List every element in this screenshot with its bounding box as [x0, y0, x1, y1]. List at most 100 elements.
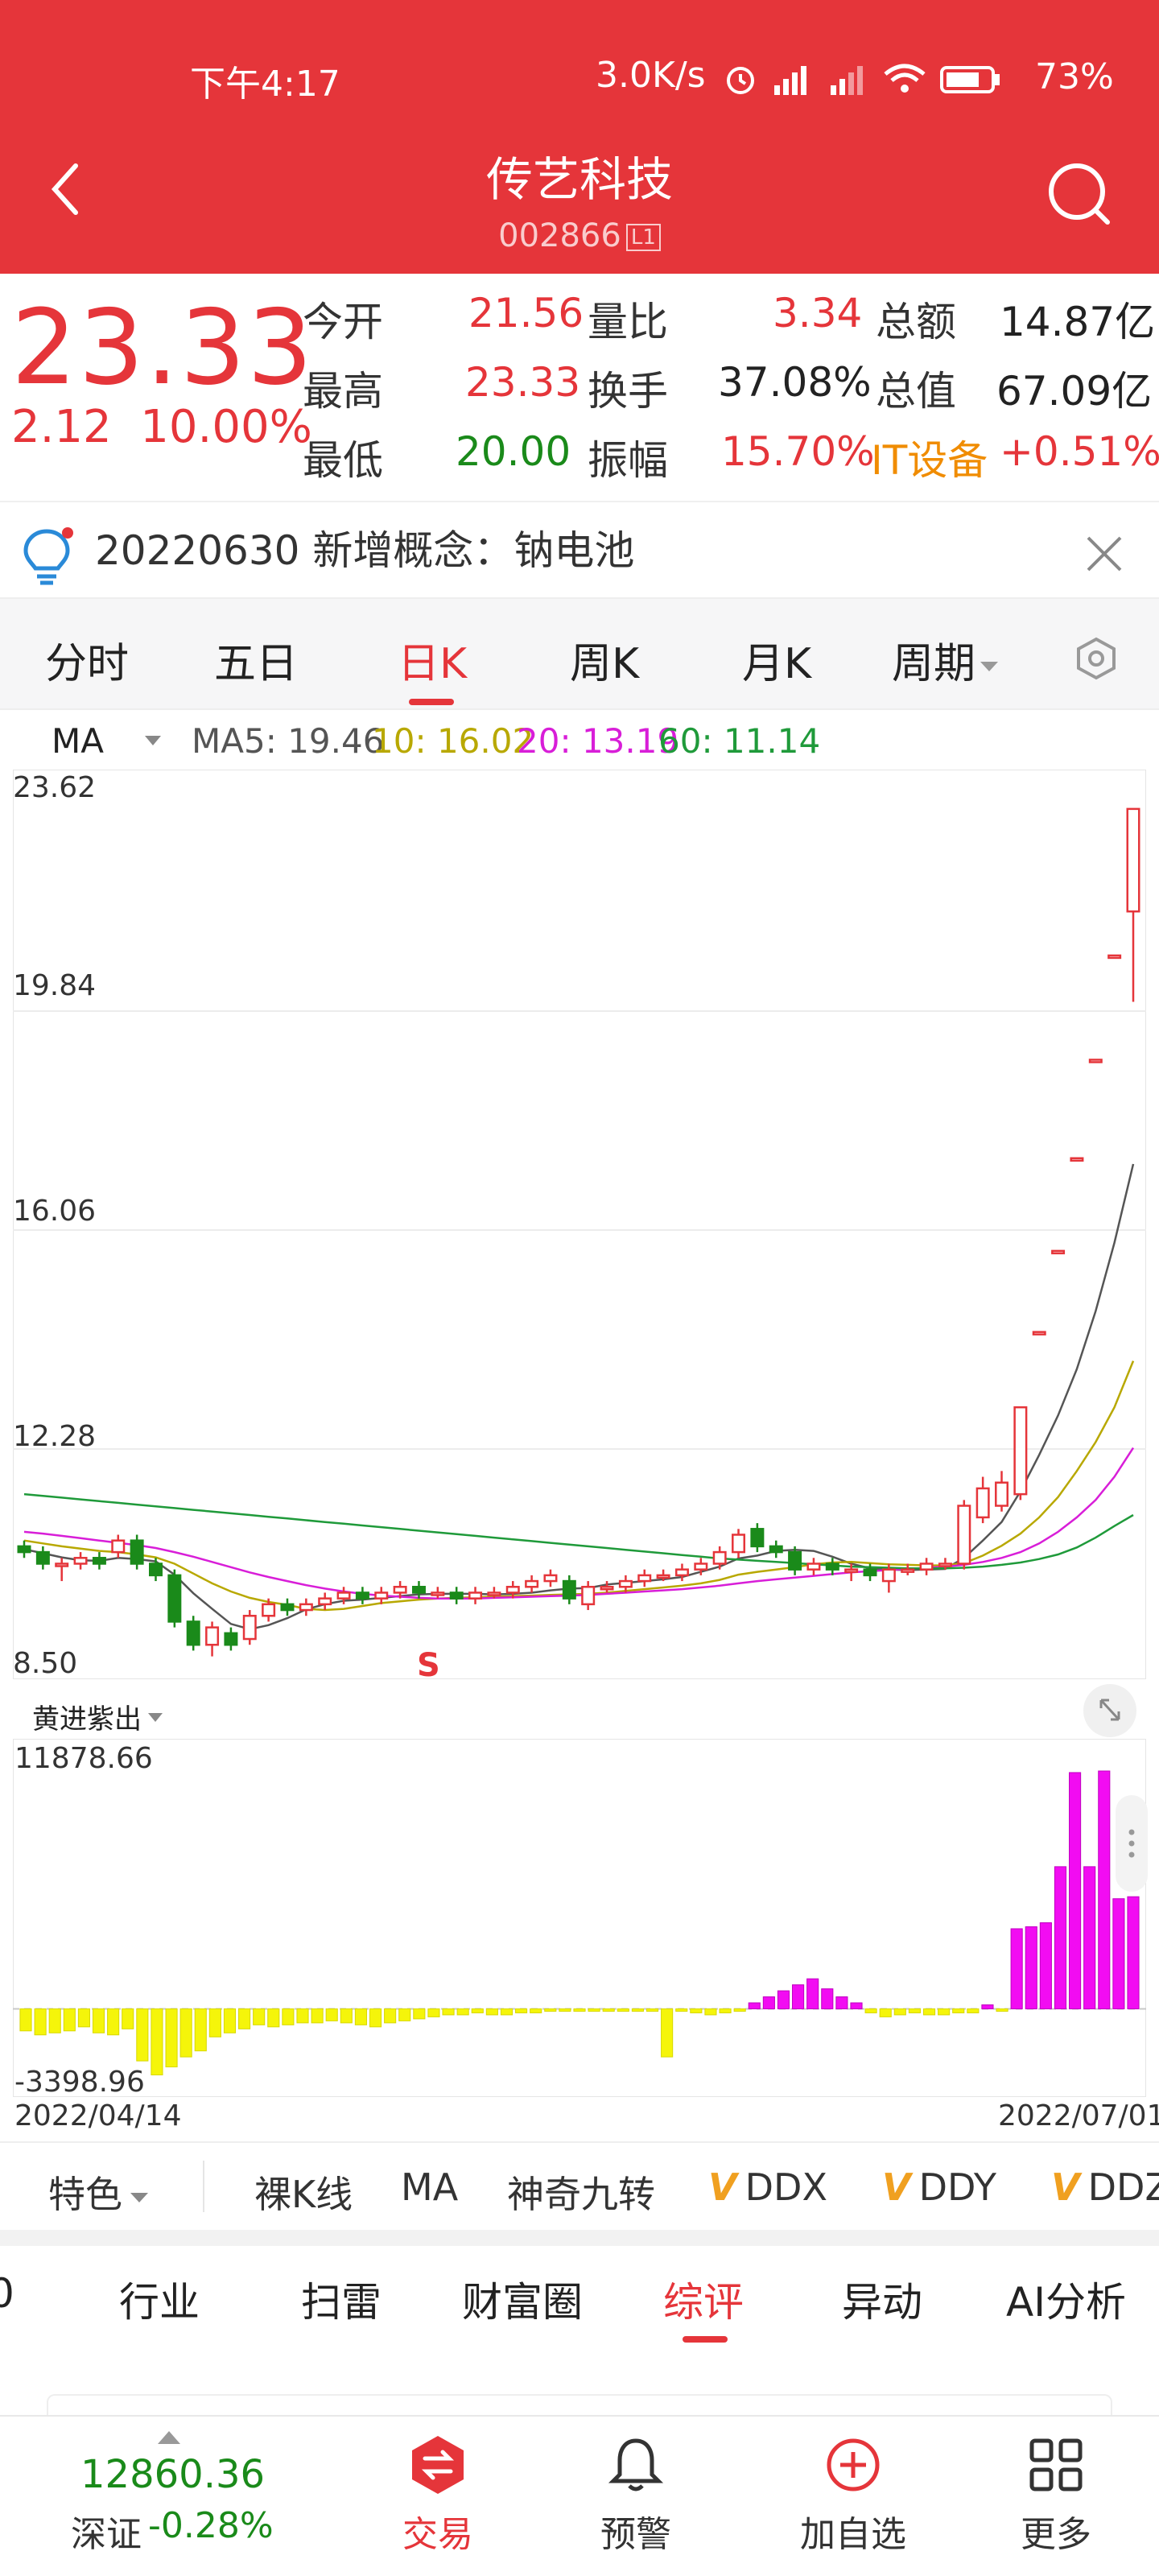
wifi-icon	[884, 64, 926, 93]
indicator-bar	[719, 2008, 732, 2013]
info-tab-movement[interactable]: 异动	[842, 2279, 922, 2326]
search-icon[interactable]	[1043, 158, 1116, 230]
candle-body	[863, 1568, 877, 1577]
info-tab-risk-scan[interactable]: 扫雷	[301, 2279, 382, 2326]
indicator-bar	[515, 2008, 528, 2013]
indicator-bar	[617, 2008, 629, 2012]
candle-body	[1013, 1406, 1028, 1496]
feature-ddy-label: DDY	[918, 2165, 997, 2209]
indicator-bar	[165, 2008, 178, 2068]
candle-body	[73, 1557, 88, 1565]
candle-body	[224, 1632, 238, 1646]
indicator-bar	[792, 1984, 805, 2009]
nav-more-label: 更多	[1021, 2514, 1091, 2555]
tab-monthly-k[interactable]: 月K	[742, 640, 812, 688]
bottom-navigation: 12860.36 深证 -0.28% 交易 预警 加自选 更多	[0, 2415, 1159, 2576]
feature-ddz[interactable]: V DDZ	[1051, 2165, 1159, 2209]
tab-period[interactable]: 周期	[892, 630, 999, 690]
nav-add-watch[interactable]: 加自选	[773, 2417, 934, 2576]
hexagon-settings-icon[interactable]	[1072, 634, 1120, 683]
candlestick-chart[interactable]	[13, 770, 1146, 1679]
feature-ddy[interactable]: V DDY	[882, 2165, 996, 2209]
candle-body	[600, 1586, 614, 1591]
candle-body	[806, 1563, 821, 1571]
y-tick-label: 16.06	[13, 1195, 97, 1228]
candle-body	[825, 1563, 839, 1571]
bell-icon	[608, 2438, 664, 2491]
indicator-bar-chart[interactable]	[13, 1739, 1146, 2097]
indicator-bar	[413, 2008, 426, 2020]
indicator-bar	[485, 2008, 498, 2016]
info-tab-ai-analysis[interactable]: AI分析	[1006, 2279, 1126, 2326]
v-badge-icon: V	[708, 2165, 737, 2209]
candle-body	[919, 1563, 934, 1571]
indicator-bar	[282, 2008, 295, 2025]
add-watch-icon	[827, 2438, 880, 2491]
candle-body	[262, 1603, 276, 1617]
stock-code: 002866 L1	[0, 217, 1159, 254]
indicator-min-label: -3398.96	[14, 2066, 145, 2099]
chevron-down-icon[interactable]	[148, 1713, 163, 1722]
tab-weekly-k[interactable]: 周K	[570, 640, 640, 688]
change-percent: 10.00%	[140, 401, 312, 453]
feature-ddx[interactable]: V DDX	[708, 2165, 827, 2209]
stock-code-text: 002866	[498, 217, 621, 254]
indicator-bar	[1098, 1770, 1111, 2009]
tab-daily-k[interactable]: 日K	[398, 640, 468, 688]
candle-body	[431, 1591, 445, 1596]
nav-trade[interactable]: 交易	[357, 2417, 518, 2576]
notice-text: 20220630 新增概念：钠电池	[95, 527, 635, 574]
candle-body	[1126, 807, 1140, 913]
info-tab-partial[interactable]: 0	[0, 2270, 14, 2317]
low-value: 20.00	[456, 428, 571, 475]
index-change[interactable]: -0.28%	[148, 2505, 274, 2546]
candle-body	[186, 1620, 200, 1646]
lightbulb-icon	[23, 527, 73, 585]
ma-legend: MA MA5: 19.46 10: 16.02 20: 13.19 60: 11…	[0, 712, 1159, 770]
close-icon[interactable]	[1082, 531, 1127, 576]
candle-body	[901, 1568, 915, 1573]
candle-body	[336, 1591, 351, 1600]
expand-icon[interactable]	[1083, 1684, 1136, 1737]
battery-icon	[940, 66, 1000, 93]
feature-special-dropdown[interactable]: 特色	[48, 2165, 148, 2219]
high-value: 23.33	[465, 359, 581, 406]
index-value[interactable]: 12860.36	[80, 2452, 266, 2497]
feature-bare-k[interactable]: 裸K线	[254, 2173, 353, 2216]
indicator-bar	[194, 2008, 207, 2052]
indicator-bar	[325, 2008, 338, 2021]
concept-notice[interactable]: 20220630 新增概念：钠电池	[0, 501, 1159, 597]
candle-body	[581, 1586, 596, 1606]
indicator-selector[interactable]: 黄进紫出	[32, 1703, 142, 1736]
info-tab-overview[interactable]: 综评	[663, 2279, 744, 2326]
nav-more[interactable]: 更多	[975, 2417, 1136, 2576]
caret-up-icon[interactable]	[158, 2431, 180, 2444]
candle-body	[750, 1528, 765, 1548]
candle-body	[1051, 1249, 1066, 1255]
side-drag-handle[interactable]	[1116, 1795, 1148, 1892]
candle-body	[844, 1568, 859, 1573]
tab-five-day[interactable]: 五日	[214, 640, 299, 688]
chevron-down-icon[interactable]	[145, 736, 161, 745]
nav-alert[interactable]: 预警	[555, 2417, 716, 2576]
candle-body	[92, 1557, 106, 1565]
info-tab-industry[interactable]: 行业	[119, 2279, 200, 2326]
candle-body	[881, 1568, 896, 1583]
indicator-bar	[208, 2008, 221, 2037]
feature-magic-nine[interactable]: 神奇九转	[507, 2173, 655, 2216]
ma20-value: 20: 13.19	[517, 721, 679, 761]
tab-intraday[interactable]: 分时	[45, 640, 130, 688]
sector-label[interactable]: IT设备	[871, 437, 988, 484]
ma-selector[interactable]: MA	[52, 721, 104, 761]
quote-panel: 23.33 2.12 10.00% 今开 21.56 量比 3.34 总额 14…	[0, 274, 1159, 501]
candle-body	[318, 1597, 332, 1606]
info-tab-wealth-circle[interactable]: 财富圈	[462, 2279, 583, 2326]
indicator-bar	[922, 2008, 936, 2016]
feature-ma[interactable]: MA	[401, 2165, 459, 2209]
chevron-down-icon	[980, 662, 999, 671]
back-arrow-icon[interactable]	[40, 153, 97, 225]
indicator-bar	[748, 2002, 761, 2009]
index-name[interactable]: 深证	[71, 2514, 142, 2555]
indicator-bar	[530, 2008, 542, 2013]
y-tick-label: 19.84	[13, 969, 97, 1002]
